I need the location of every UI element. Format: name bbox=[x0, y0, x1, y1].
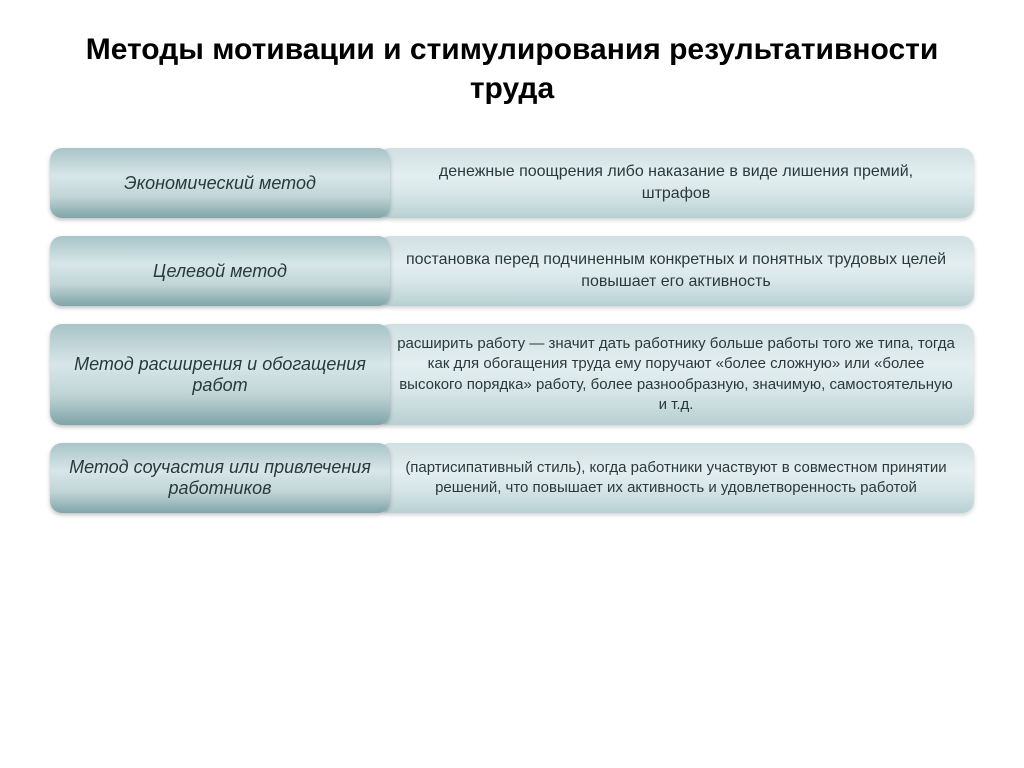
page-title: Методы мотивации и стимулирования резуль… bbox=[50, 30, 974, 108]
method-rows: Экономический метод денежные поощрения л… bbox=[50, 148, 974, 513]
method-label-expansion: Метод расширения и обогащения работ bbox=[50, 324, 390, 425]
method-label-participation: Метод соучастия или привлечения работник… bbox=[50, 443, 390, 513]
method-desc-participation: (партисипативный стиль), когда работники… bbox=[378, 443, 974, 513]
method-desc-target: постановка перед подчиненным конкретных … bbox=[378, 236, 974, 306]
method-desc-economic: денежные поощрения либо наказание в виде… bbox=[378, 148, 974, 218]
method-row: Экономический метод денежные поощрения л… bbox=[50, 148, 974, 218]
method-label-economic: Экономический метод bbox=[50, 148, 390, 218]
method-row: Метод расширения и обогащения работ расш… bbox=[50, 324, 974, 425]
method-row: Метод соучастия или привлечения работник… bbox=[50, 443, 974, 513]
method-label-target: Целевой метод bbox=[50, 236, 390, 306]
method-row: Целевой метод постановка перед подчиненн… bbox=[50, 236, 974, 306]
method-desc-expansion: расширить работу — значит дать работнику… bbox=[378, 324, 974, 425]
